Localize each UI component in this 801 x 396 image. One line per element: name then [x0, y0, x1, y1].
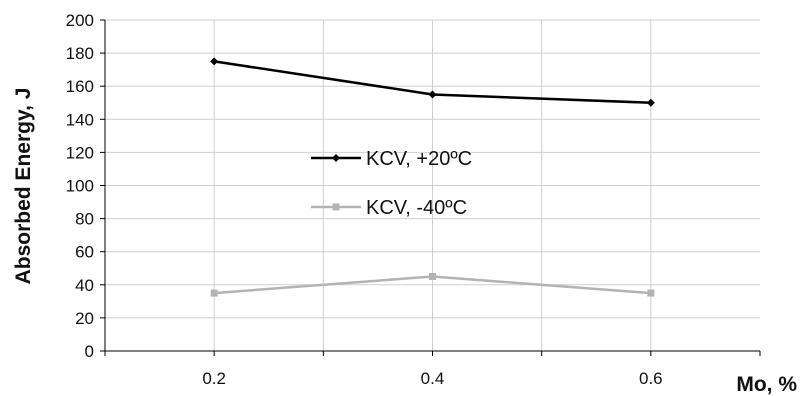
y-tick-label: 60 [75, 243, 94, 262]
legend-marker [332, 203, 340, 211]
ticks: 0 20 40 60 80 100 120 140 160 180 200 0.2 0.4 0.6 [66, 11, 761, 388]
x-axis-title: Mo, % [736, 373, 797, 396]
series-2 [210, 273, 655, 297]
y-axis-title: Absorbed Energy, J [12, 88, 35, 285]
x-tick-label: 0.6 [639, 369, 663, 388]
y-tick-label: 180 [66, 44, 94, 63]
legend: KCV, +20ºC KCV, -40ºC [311, 148, 472, 219]
grid [105, 19, 760, 351]
legend-item: KCV, -40ºC [311, 197, 467, 219]
series [210, 57, 655, 297]
series-1 [210, 57, 655, 107]
legend-label: KCV, -40ºC [366, 197, 467, 219]
y-tick-label: 120 [66, 143, 94, 162]
y-tick-label: 80 [75, 210, 94, 229]
data-point [428, 90, 437, 99]
data-point [210, 289, 218, 297]
y-tick-label: 100 [66, 177, 94, 196]
y-tick-label: 140 [66, 110, 94, 129]
legend-marker [332, 154, 340, 162]
data-point [210, 57, 219, 66]
y-tick-label: 0 [85, 342, 94, 361]
legend-label: KCV, +20ºC [366, 148, 472, 170]
x-tick-label: 0.2 [202, 369, 226, 388]
y-tick-label: 160 [66, 77, 94, 96]
y-tick-label: 40 [75, 276, 94, 295]
data-point [646, 98, 655, 107]
y-tick-label: 200 [66, 11, 94, 30]
x-tick-label: 0.4 [421, 369, 445, 388]
data-point [647, 289, 655, 297]
legend-item: KCV, +20ºC [311, 148, 472, 170]
y-tick-label: 20 [75, 309, 94, 328]
data-point [429, 273, 436, 281]
